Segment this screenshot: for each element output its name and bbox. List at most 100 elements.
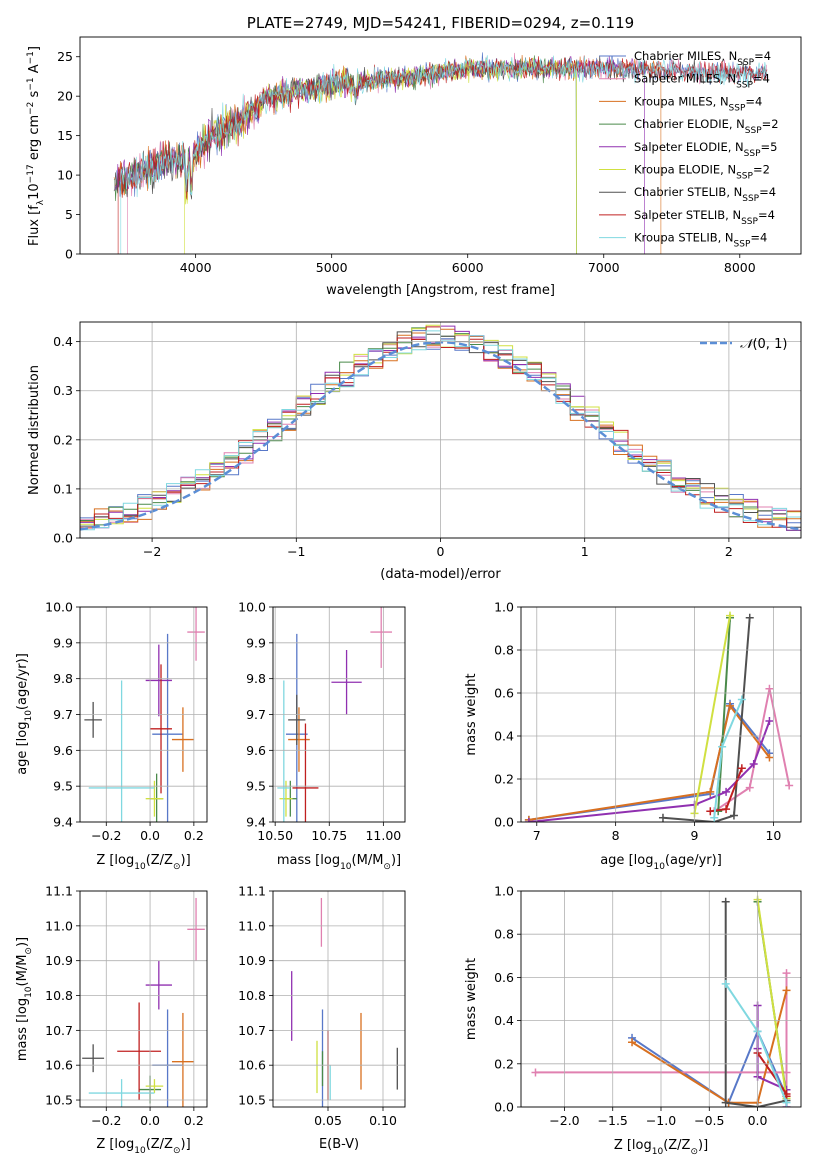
spectrum-xtick-label: 6000 — [452, 260, 484, 275]
residuals-ytick-label: 0.1 — [53, 481, 73, 496]
mass-vs-z-xlabel: Z [log10(Z/Z⊙)] — [96, 1137, 190, 1156]
spectrum-ytick-label: 0 — [65, 247, 73, 262]
spectrum-ytick-label: 25 — [57, 49, 73, 64]
weights-vs-age-series-line — [713, 688, 791, 813]
spectrum-xlabel: wavelength [Angstrom, rest frame] — [326, 283, 555, 298]
spectrum-title: PLATE=2749, MJD=54241, FIBERID=0294, z=0… — [247, 14, 634, 32]
weights-vs-z-xtick-label: −1.0 — [646, 1113, 676, 1128]
weights-vs-age-frame — [520, 606, 802, 823]
mass-vs-z-plot-area — [82, 897, 205, 1107]
mass-vs-z-ytick-label: 10.6 — [45, 1058, 73, 1073]
mass-vs-z-xtick-label: 0.2 — [184, 1113, 204, 1128]
age-vs-z-ytick-label: 9.5 — [53, 779, 73, 794]
spectrum-legend-label: Salpeter STELIB, NSSP=4 — [634, 208, 775, 227]
residuals-ytick-label: 0.2 — [53, 432, 73, 447]
weights-vs-z-marker — [721, 897, 730, 906]
age-vs-mass-xlabel: mass [log10(M/M⊙)] — [277, 853, 401, 872]
weights-vs-age-marker — [722, 805, 731, 814]
mass-vs-ebv-ytick-label: 10.9 — [238, 953, 266, 968]
weights-vs-z-ytick-label: 0.2 — [494, 1056, 514, 1071]
weights-vs-age-marker — [726, 611, 735, 620]
mass-vs-ebv-plot-area — [291, 897, 398, 1107]
age-vs-mass-ytick-label: 9.5 — [246, 779, 266, 794]
mass-vs-ebv-ytick-label: 10.6 — [238, 1058, 266, 1073]
weights-vs-age-marker — [737, 764, 746, 773]
weights-vs-age-ytick-label: 1.0 — [494, 600, 514, 615]
mass-vs-z-ylabel: mass [log10(M/M⊙)] — [15, 937, 34, 1061]
weights-vs-age-marker — [737, 695, 746, 704]
mass-vs-z-xtick-label: 0.0 — [140, 1113, 160, 1128]
residuals-ytick-label: 0.4 — [53, 334, 73, 349]
mass-vs-ebv-ytick-label: 11.1 — [238, 884, 266, 899]
spectrum-legend-label: Chabrier ELODIE, NSSP=2 — [634, 117, 779, 136]
spectrum-series-line — [184, 57, 577, 254]
weights-vs-age-marker — [745, 613, 754, 622]
weights-vs-z-ylabel: mass weight — [464, 958, 479, 1040]
mass-vs-z-frame — [79, 890, 208, 1108]
spectrum-xtick-label: 7000 — [588, 260, 620, 275]
mass-vs-ebv-xtick-label: 0.05 — [314, 1113, 342, 1128]
weights-vs-z-marker — [782, 1098, 791, 1107]
weights-vs-age-ytick-label: 0.8 — [494, 643, 514, 658]
weights-vs-age-ytick-label: 0.6 — [494, 686, 514, 701]
weights-vs-z-xtick-label: −0.5 — [694, 1113, 724, 1128]
mass-vs-z-ytick-label: 10.9 — [45, 953, 73, 968]
spectrum-legend-label: Chabrier STELIB, NSSP=4 — [634, 185, 776, 204]
mass-vs-z-ytick-label: 11.1 — [45, 884, 73, 899]
spectrum-legend-label: Kroupa ELODIE, NSSP=2 — [634, 163, 770, 182]
weights-vs-age-marker — [706, 807, 715, 816]
weights-vs-age-marker — [765, 716, 774, 725]
weights-vs-age-marker — [765, 684, 774, 693]
weights-vs-z-marker — [721, 1098, 730, 1107]
residuals-xtick-label: 0 — [437, 544, 445, 559]
weights-vs-z-marker — [628, 1038, 637, 1047]
spectrum-ytick-label: 20 — [57, 89, 73, 104]
spectrum-ylabel: Flux [fλ10−17 erg cm−2 s−1 A−1] — [26, 46, 46, 246]
age-vs-mass-xtick-label: 11.00 — [365, 828, 401, 843]
age-vs-mass-frame — [272, 606, 406, 823]
weights-vs-z-series-line — [631, 990, 788, 1104]
age-vs-z-ylabel: age [log10(age/yr)] — [15, 653, 34, 775]
spectrum-series-line — [120, 55, 767, 254]
spectrum-xtick-label: 4000 — [180, 260, 212, 275]
weights-vs-age-xtick-label: 8 — [612, 828, 620, 843]
residuals-xtick-label: −2 — [143, 544, 161, 559]
age-vs-z-xtick-label: −0.2 — [91, 828, 121, 843]
spectrum-legend-label: Kroupa MILES, NSSP=4 — [634, 94, 762, 113]
mass-vs-ebv-ytick-label: 10.5 — [238, 1093, 266, 1108]
mass-vs-ebv-xlabel: E(B-V) — [319, 1137, 359, 1152]
mass-vs-z-ytick-label: 10.8 — [45, 988, 73, 1003]
mass-vs-ebv-ytick-label: 10.8 — [238, 988, 266, 1003]
weights-vs-z-xtick-label: −2.0 — [549, 1113, 579, 1128]
mass-vs-z-xtick-label: −0.2 — [91, 1113, 121, 1128]
age-vs-z-xtick-label: 0.0 — [140, 828, 160, 843]
weights-vs-z-series-line — [724, 901, 787, 1107]
age-vs-z-ytick-label: 9.8 — [53, 671, 73, 686]
weights-vs-age-series-line — [693, 615, 731, 814]
residuals-ytick-label: 0.3 — [53, 383, 73, 398]
residuals-xtick-label: 2 — [725, 544, 733, 559]
age-vs-mass-ytick-label: 9.9 — [246, 635, 266, 650]
age-vs-mass-xtick-label: 10.75 — [311, 828, 347, 843]
age-vs-z-ytick-label: 9.7 — [53, 707, 73, 722]
age-vs-z-frame — [79, 606, 208, 823]
age-vs-mass-ytick-label: 10.0 — [238, 600, 266, 615]
weights-vs-age-plot-area — [524, 611, 794, 822]
residuals-xlabel: (data-model)/error — [380, 567, 501, 582]
weights-vs-age-xtick-label: 9 — [691, 828, 699, 843]
weights-vs-age-marker — [729, 811, 738, 820]
weights-vs-age-marker — [749, 759, 758, 768]
spectrum-legend-label: Chabrier MILES, NSSP=4 — [634, 49, 771, 68]
age-vs-mass-ytick-label: 9.6 — [246, 743, 266, 758]
weights-vs-z-xtick-label: −1.5 — [598, 1113, 628, 1128]
weights-vs-z-series-line — [756, 899, 788, 1099]
age-vs-mass-plot-area — [277, 607, 393, 822]
mass-vs-ebv-xtick-label: 0.10 — [369, 1113, 397, 1128]
mass-vs-ebv-ytick-label: 10.7 — [238, 1023, 266, 1038]
weights-vs-age-ytick-label: 0.2 — [494, 772, 514, 787]
weights-vs-z-marker — [721, 979, 730, 988]
weights-vs-z-xlabel: Z [log10(Z/Z⊙)] — [614, 1138, 708, 1157]
age-vs-z-plot-area — [84, 607, 205, 822]
weights-vs-age-ytick-label: 0.4 — [494, 729, 514, 744]
